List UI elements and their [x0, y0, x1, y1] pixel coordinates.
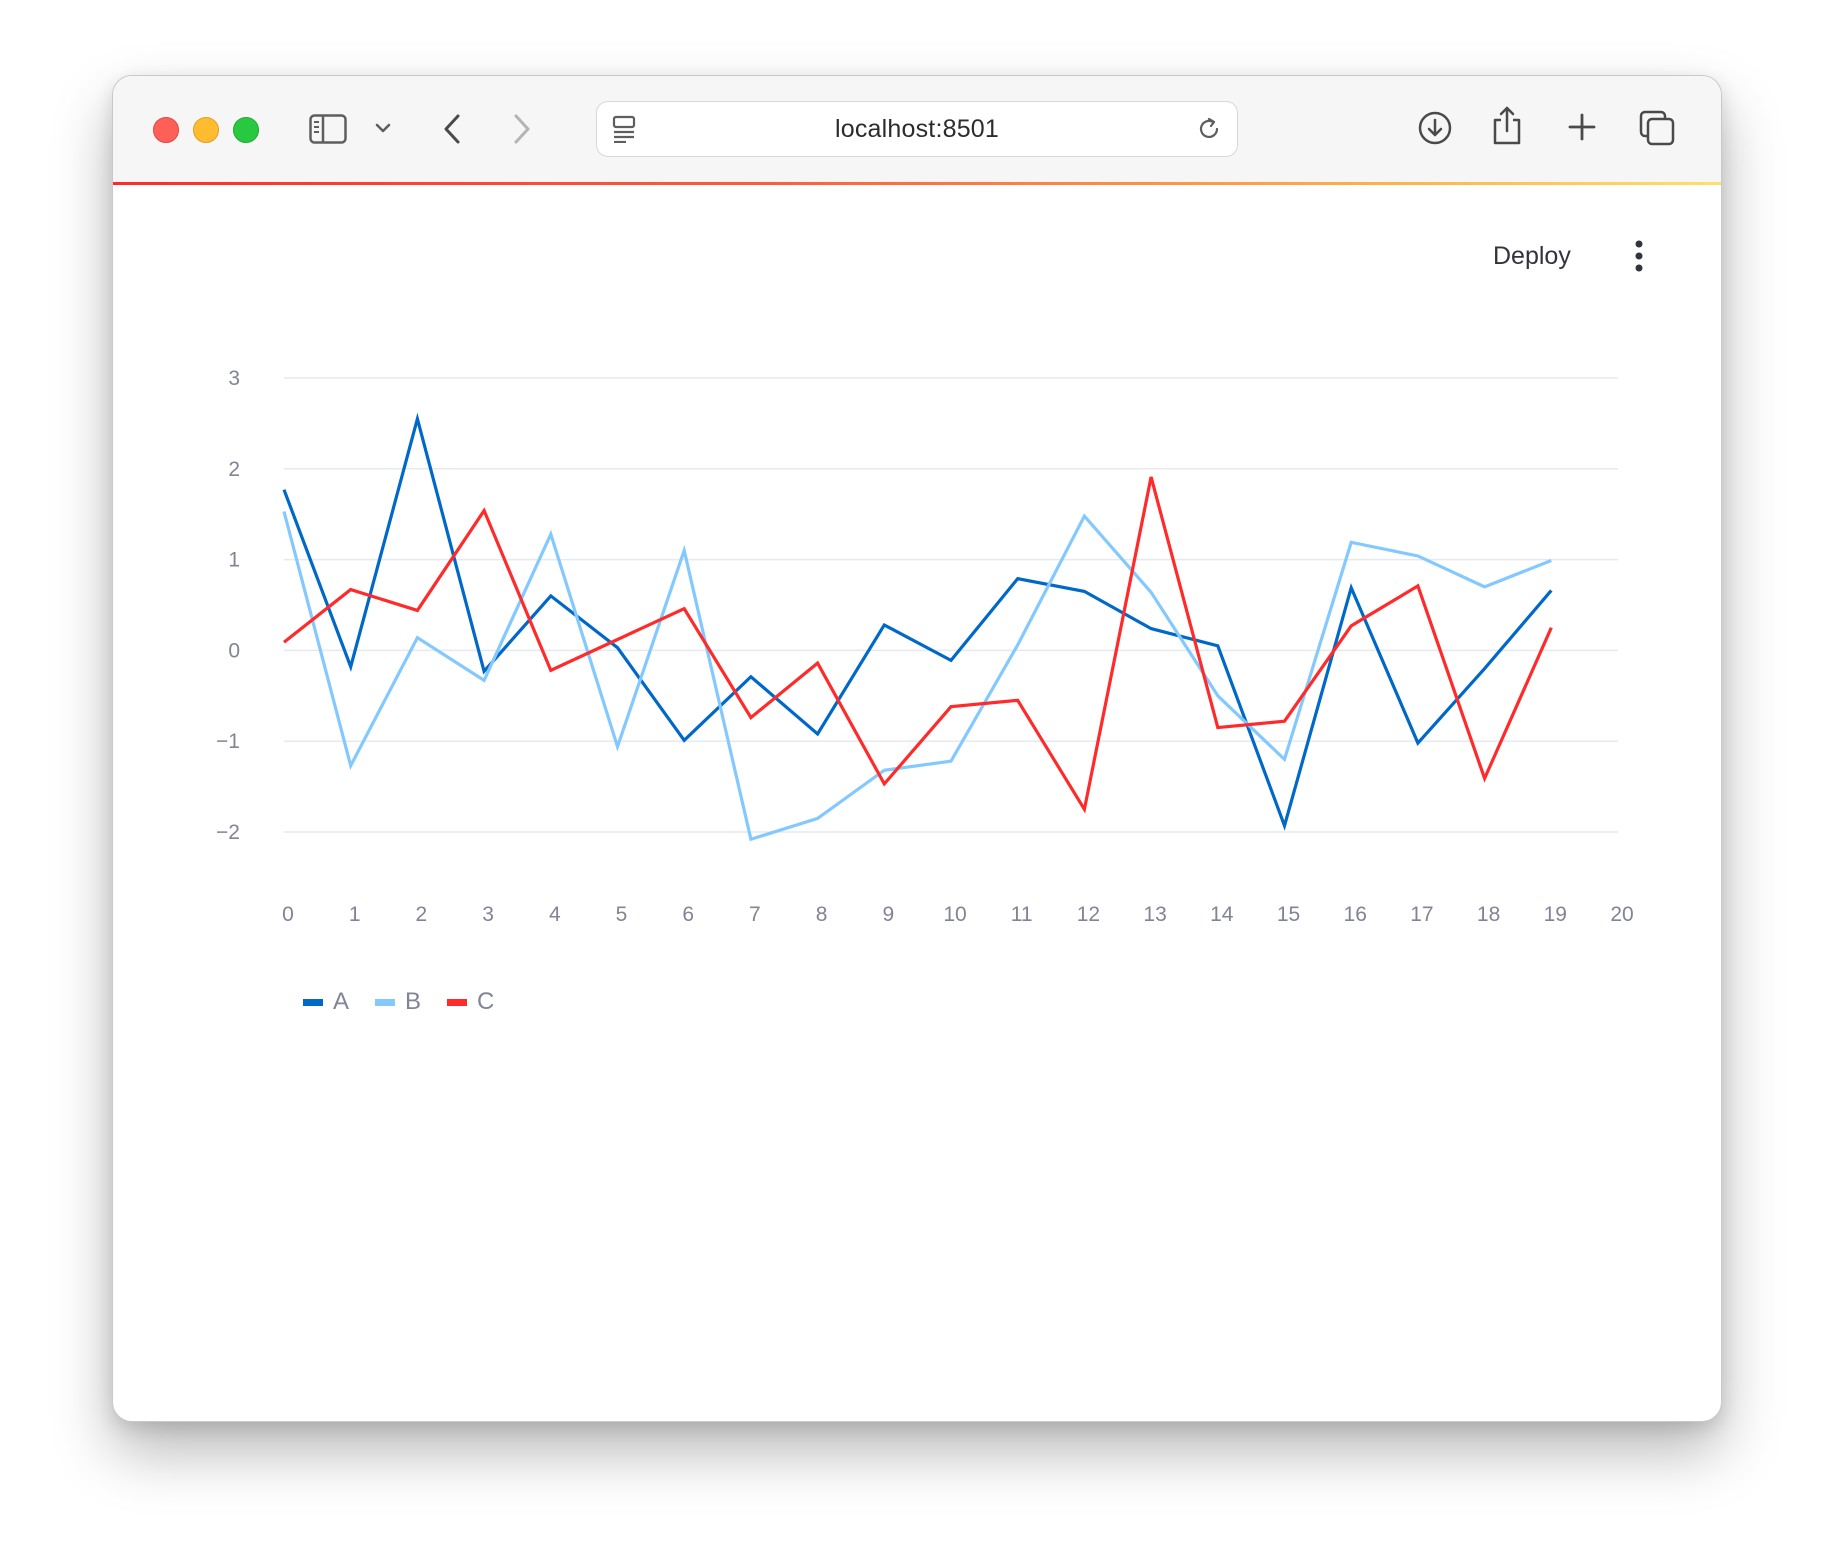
chevron-down-icon[interactable]	[373, 118, 393, 138]
x-tick-label: 13	[1143, 903, 1166, 926]
y-axis-tick-labels: 3 2 1 0 −1 −2	[216, 367, 240, 844]
back-icon[interactable]	[437, 109, 467, 149]
x-tick-label: 14	[1210, 903, 1234, 926]
y-tick-label: 0	[228, 639, 240, 662]
x-tick-label: 18	[1477, 903, 1500, 926]
x-tick-label: 11	[1011, 903, 1033, 926]
chart-series	[282, 412, 1553, 842]
x-tick-label: 4	[549, 903, 561, 926]
legend-label: A	[333, 988, 350, 1015]
deploy-button[interactable]: Deploy	[1493, 242, 1571, 270]
x-tick-label: 1	[349, 903, 361, 926]
x-axis-tick-labels: 0 1 2 3 4 5 6 7 8 9 10 11 12 13 14 15 16 17 18 19 20	[282, 903, 1634, 926]
y-tick-label: 1	[228, 549, 240, 572]
x-tick-label: 3	[482, 903, 494, 926]
reader-icon[interactable]	[611, 115, 639, 143]
tabs-overview-icon[interactable]	[1637, 108, 1677, 148]
legend-label: B	[405, 988, 422, 1015]
close-window-button[interactable]	[153, 117, 179, 143]
kebab-menu-icon[interactable]	[1629, 238, 1649, 274]
legend-item-c[interactable]: C	[447, 988, 494, 1016]
new-tab-icon[interactable]	[1565, 110, 1599, 144]
reload-icon[interactable]	[1195, 115, 1223, 143]
address-bar[interactable]: localhost:8501	[596, 101, 1238, 157]
y-tick-label: −1	[216, 730, 240, 753]
legend-swatch	[447, 998, 468, 1006]
download-icon[interactable]	[1415, 108, 1455, 148]
browser-toolbar: localhost:8501	[113, 76, 1721, 182]
x-tick-label: 2	[416, 903, 428, 926]
url-text[interactable]: localhost:8501	[834, 115, 1000, 143]
x-tick-label: 17	[1410, 903, 1433, 926]
chart-legend: A B C	[303, 988, 494, 1016]
x-tick-label: 20	[1610, 903, 1633, 926]
legend-item-b[interactable]: B	[375, 988, 421, 1016]
maximize-window-button[interactable]	[233, 117, 259, 143]
x-tick-label: 0	[282, 903, 294, 926]
x-tick-label: 19	[1544, 903, 1567, 926]
legend-swatch	[303, 998, 323, 1006]
app-header-decoration	[113, 182, 1721, 185]
x-tick-label: 15	[1277, 903, 1300, 926]
legend-swatch	[375, 998, 396, 1006]
x-tick-label: 8	[816, 903, 828, 926]
legend-label: C	[477, 988, 495, 1015]
x-tick-label: 6	[682, 903, 694, 926]
x-tick-label: 9	[882, 903, 894, 926]
share-icon[interactable]	[1489, 104, 1525, 148]
x-tick-label: 16	[1344, 903, 1367, 926]
y-tick-label: 3	[228, 367, 240, 390]
sidebar-icon[interactable]	[308, 111, 348, 147]
forward-icon[interactable]	[507, 109, 537, 149]
series-line-b[interactable]	[282, 511, 1552, 842]
x-tick-label: 10	[943, 903, 966, 926]
x-tick-label: 5	[616, 903, 628, 926]
x-tick-label: 12	[1077, 903, 1100, 926]
minimize-window-button[interactable]	[193, 117, 219, 143]
y-tick-label: 2	[228, 458, 240, 481]
legend-item-a[interactable]: A	[303, 988, 349, 1016]
y-tick-label: −2	[216, 821, 240, 844]
chart-gridlines	[284, 377, 1618, 833]
x-tick-label: 7	[749, 903, 761, 926]
series-line-c[interactable]	[283, 476, 1553, 814]
